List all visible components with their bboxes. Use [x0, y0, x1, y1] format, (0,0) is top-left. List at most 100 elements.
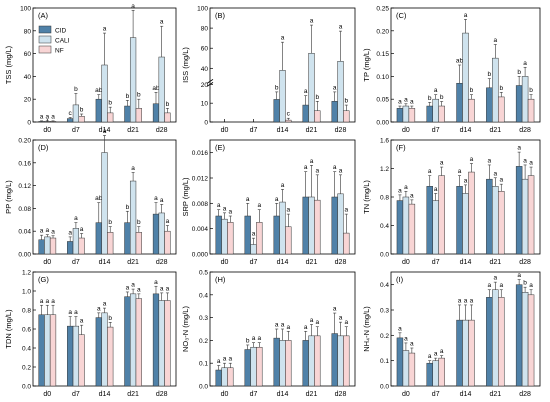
bar-nf	[164, 300, 171, 387]
bar-cid	[273, 99, 280, 123]
bar-nf	[49, 237, 57, 255]
significance-label: a	[131, 3, 135, 10]
x-tick-label: d14	[277, 259, 289, 266]
significance-label: b	[517, 69, 521, 76]
significance-label: a	[217, 358, 221, 365]
y-tick-label: 0.04	[18, 229, 31, 236]
y-axis-label: TDN (mg/L)	[4, 309, 13, 349]
bar-cid	[302, 104, 309, 123]
y-tick-label: 0.10	[376, 74, 389, 81]
significance-label: b	[440, 94, 444, 101]
y-tick-label: 0.8	[380, 195, 389, 202]
significance-label: a	[304, 88, 308, 95]
bar-cali	[129, 180, 137, 255]
panel-g: 0.00.20.40.60.81.01.2d0 d7 d14 d21 d28aaaaaa…	[4, 270, 177, 398]
significance-label: a	[410, 341, 414, 348]
bar-cid	[456, 186, 463, 255]
x-tick-label: d28	[519, 391, 531, 398]
bar-cali	[521, 76, 529, 123]
bar-cali	[158, 56, 165, 123]
bar-cali	[308, 52, 315, 123]
bar-nf	[468, 171, 475, 255]
bar-cid	[396, 108, 404, 123]
bar-nf	[135, 232, 142, 255]
bar-nf	[408, 108, 416, 123]
bar-cid	[244, 215, 251, 255]
bar-cali	[250, 346, 257, 387]
bar-nf	[107, 232, 114, 255]
bar-nf	[107, 112, 114, 123]
x-tick-label: d21	[127, 391, 139, 398]
bar-cali	[72, 104, 80, 123]
x-tick-label: d0	[402, 127, 410, 134]
bar-nf	[408, 352, 416, 387]
y-tick-label: 60	[201, 46, 209, 53]
significance-label: a	[428, 168, 432, 175]
bar-cali	[402, 196, 410, 255]
x-tick-label: d7	[250, 127, 258, 134]
y-tick-label: 0.3	[380, 308, 389, 315]
x-tick-label: d21	[127, 259, 139, 266]
y-tick-label: 0.16	[18, 160, 31, 167]
bar-cid	[38, 121, 45, 123]
significance-label: a	[286, 324, 290, 331]
y-axis-label: TP (mg/L)	[362, 48, 371, 82]
significance-label: a	[523, 60, 527, 67]
significance-label: a	[458, 297, 462, 304]
y-tick-label: 0.00	[376, 120, 389, 127]
x-tick-label: d14	[99, 127, 111, 134]
significance-label: b	[166, 101, 170, 108]
significance-label: a	[131, 282, 135, 289]
y-tick-label: 0.4	[380, 282, 389, 289]
significance-label: a	[97, 305, 101, 312]
significance-label: a	[223, 205, 227, 212]
bar-cid	[273, 337, 280, 387]
bar-cali	[221, 218, 228, 255]
significance-label: a	[45, 113, 49, 120]
significance-label: a	[488, 157, 492, 164]
bar-cali	[492, 57, 499, 123]
significance-label: a	[137, 286, 141, 293]
y-tick-label: 0.4	[22, 346, 31, 353]
significance-label: a	[51, 298, 55, 305]
significance-label: b	[126, 204, 130, 211]
significance-label: b	[74, 86, 78, 93]
significance-label: a	[339, 167, 343, 174]
legend-label: CALI	[55, 38, 70, 45]
bar-cid	[302, 196, 309, 255]
bar-nf	[343, 232, 350, 255]
significance-label: a	[499, 282, 503, 289]
bar-nf	[285, 119, 292, 123]
significance-label: a	[103, 301, 107, 308]
significance-label: a	[257, 202, 261, 209]
x-tick-label: d28	[335, 127, 347, 134]
significance-label: a	[80, 318, 84, 325]
bar-nf	[227, 222, 234, 255]
significance-label: a	[339, 315, 343, 322]
bar-cid	[244, 349, 251, 387]
significance-label: a	[398, 325, 402, 332]
y-tick-label: 20	[24, 97, 32, 104]
x-tick-label: d28	[519, 127, 531, 134]
x-tick-label: d28	[156, 391, 168, 398]
bar-nf	[256, 222, 263, 255]
x-tick-label: d0	[43, 391, 51, 398]
legend-label: CID	[55, 28, 67, 35]
significance-label: a	[398, 187, 402, 194]
significance-label: a	[333, 306, 337, 313]
bar-nf	[498, 191, 505, 255]
significance-label: b	[108, 219, 112, 226]
panel-i: 0.00.10.20.30.4d0 d7 d14 d21 d28aaaaaaaaabaa…	[362, 271, 541, 398]
significance-label: a	[434, 186, 438, 193]
significance-label: a	[281, 182, 285, 189]
significance-label: a	[440, 160, 444, 167]
y-tick-label: 0.08	[18, 206, 31, 213]
bar-cali	[308, 335, 315, 387]
bar-nf	[468, 319, 475, 387]
bar-nf	[314, 199, 321, 255]
bar-nf	[527, 98, 535, 123]
significance-label: a	[404, 184, 408, 191]
bar-cid	[456, 319, 463, 387]
